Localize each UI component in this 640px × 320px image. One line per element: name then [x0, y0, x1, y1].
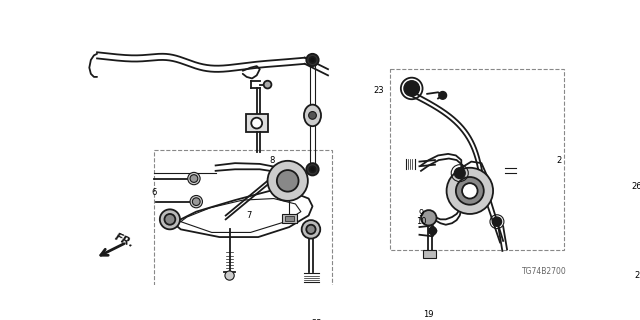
Text: 23: 23 — [373, 86, 384, 95]
Text: 23: 23 — [311, 319, 322, 320]
Circle shape — [429, 227, 436, 235]
Circle shape — [307, 54, 319, 66]
Text: 10: 10 — [416, 217, 426, 226]
Circle shape — [193, 198, 200, 205]
Text: 19: 19 — [424, 309, 434, 319]
Circle shape — [439, 92, 447, 99]
Ellipse shape — [268, 161, 308, 201]
Circle shape — [307, 163, 319, 175]
Bar — [285, 216, 294, 221]
Text: FR.: FR. — [113, 232, 136, 250]
Circle shape — [264, 81, 271, 88]
Circle shape — [421, 210, 436, 226]
Bar — [423, 250, 436, 258]
Circle shape — [308, 112, 316, 119]
Text: 27: 27 — [634, 271, 640, 280]
Bar — [390, 69, 564, 250]
Text: 9: 9 — [419, 210, 424, 219]
Circle shape — [190, 196, 202, 208]
Circle shape — [454, 168, 465, 179]
Circle shape — [164, 214, 175, 225]
Circle shape — [462, 183, 477, 198]
Circle shape — [280, 173, 296, 188]
Text: 8: 8 — [269, 156, 275, 164]
Text: TG74B2700: TG74B2700 — [522, 267, 566, 276]
Bar — [154, 150, 332, 292]
Circle shape — [307, 225, 316, 234]
Text: 26: 26 — [631, 182, 640, 191]
Circle shape — [190, 175, 198, 182]
Circle shape — [492, 217, 502, 226]
Circle shape — [252, 118, 262, 129]
Circle shape — [160, 209, 180, 229]
Circle shape — [456, 177, 484, 205]
Circle shape — [447, 168, 493, 214]
Circle shape — [188, 172, 200, 185]
Circle shape — [404, 81, 419, 96]
Bar — [246, 114, 268, 132]
Text: 7: 7 — [246, 211, 252, 220]
Ellipse shape — [277, 170, 298, 192]
Circle shape — [309, 57, 316, 63]
Circle shape — [301, 220, 320, 239]
Circle shape — [225, 271, 234, 280]
Bar — [282, 214, 297, 223]
Text: 2: 2 — [556, 156, 561, 164]
Circle shape — [309, 166, 316, 172]
Ellipse shape — [304, 105, 321, 126]
Text: 6: 6 — [151, 188, 156, 197]
